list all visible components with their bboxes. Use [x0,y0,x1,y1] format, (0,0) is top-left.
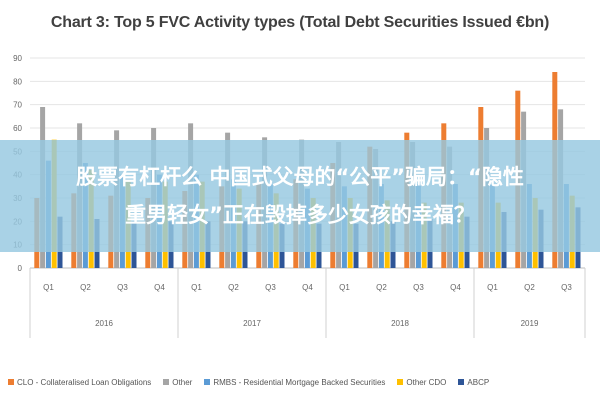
overlay-headline-line2: 重男轻女”正在毁掉多少女孩的幸福？ [125,203,475,227]
x-tick-label: Q1 [339,283,350,292]
legend-label: Other CDO [406,377,447,387]
chart-title: Chart 3: Top 5 FVC Activity types (Total… [50,14,550,31]
legend-label: CLO - Collateralised Loan Obligations [17,377,152,387]
y-tick-label: 0 [18,264,23,273]
legend-swatch [458,379,465,385]
x-tick-label: Q4 [302,283,313,292]
x-tick-label: Q2 [80,283,91,292]
chart-legend: CLO - Collateralised Loan Obligations Oth… [8,375,598,389]
x-tick-label: Q1 [487,283,498,292]
x-tick-label: Q3 [117,283,128,292]
legend-swatch [163,379,170,385]
legend-swatch [204,379,211,385]
legend-label: ABCP [467,377,490,387]
x-tick-label: Q4 [450,283,461,292]
x-tick-label: Q3 [561,283,572,292]
y-tick-label: 90 [13,54,22,63]
x-tick-label: Q1 [191,283,202,292]
legend-item: Other CDO [397,378,446,387]
overlay-headline[interactable]: 股票有杠杆么 中国式父母的“公平”骗局：“隐性 重男轻女”正在毁掉多少女孩的幸福… [0,158,600,234]
legend-item: Other [163,378,192,387]
x-tick-label: Q1 [43,283,54,292]
x-tick-label: Q3 [265,283,276,292]
x-group-label: 2019 [521,319,539,328]
legend-label: Other [172,377,193,387]
y-tick-label: 80 [13,77,22,86]
legend-item: ABCP [458,378,489,387]
legend-label: RMBS - Residential Mortgage Backed Secur… [213,377,386,387]
y-tick-label: 70 [13,101,22,110]
x-group-label: 2018 [391,319,409,328]
x-tick-label: Q4 [154,283,165,292]
x-tick-label: Q3 [413,283,424,292]
x-tick-label: Q2 [524,283,535,292]
x-tick-label: Q2 [376,283,387,292]
legend-swatch [397,379,404,385]
legend-item: CLO - Collateralised Loan Obligations [8,378,151,387]
y-tick-label: 60 [13,124,22,133]
x-tick-label: Q2 [228,283,239,292]
overlay-banner [0,140,600,252]
x-group-label: 2016 [95,319,113,328]
legend-swatch [8,379,14,385]
legend-item: RMBS - Residential Mortgage Backed Secur… [204,378,385,387]
overlay-headline-line1: 股票有杠杆么 中国式父母的“公平”骗局：“隐性 [76,165,524,189]
x-group-label: 2017 [243,319,261,328]
